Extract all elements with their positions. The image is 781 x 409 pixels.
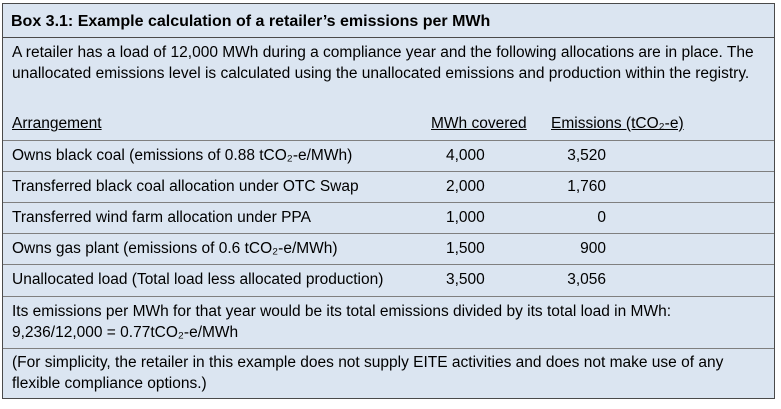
row-divider [3, 171, 774, 172]
cell-arrangement: Transferred black coal allocation under … [12, 178, 359, 195]
cell-mwh: 1,500 [446, 240, 485, 257]
cell-mwh: 4,000 [446, 147, 485, 164]
conclusion-line-1: Its emissions per MWh for that year woul… [12, 303, 672, 320]
row-divider [3, 296, 774, 297]
conclusion-line-2: 9,236/12,000 = 0.77tCO₂-e/MWh [12, 324, 239, 341]
cell-emissions: 900 [580, 240, 606, 257]
cell-mwh: 3,500 [446, 271, 485, 288]
conclusion-paragraph: Its emissions per MWh for that year woul… [12, 301, 756, 343]
cell-mwh: 2,000 [446, 178, 485, 195]
table-row: Owns gas plant (emissions of 0.6 tCO₂-e/… [3, 240, 774, 264]
info-box: Box 3.1: Example calculation of a retail… [2, 3, 775, 399]
note-paragraph: (For simplicity, the retailer in this ex… [12, 354, 724, 392]
cell-arrangement: Owns black coal (emissions of 0.88 tCO₂-… [12, 147, 353, 164]
header-emissions: Emissions (tCO₂-e) [551, 115, 684, 132]
cell-mwh: 1,000 [446, 209, 485, 226]
table-row: Owns black coal (emissions of 0.88 tCO₂-… [3, 147, 774, 171]
table-row: Transferred black coal allocation under … [3, 178, 774, 202]
row-divider [3, 264, 774, 265]
cell-arrangement: Transferred wind farm allocation under P… [12, 209, 311, 226]
intro-paragraph: A retailer has a load of 12,000 MWh duri… [12, 44, 754, 82]
cell-emissions: 1,760 [567, 178, 606, 195]
cell-arrangement: Owns gas plant (emissions of 0.6 tCO₂-e/… [12, 240, 338, 257]
row-divider [3, 233, 774, 234]
row-divider [3, 140, 774, 141]
table-row: Transferred wind farm allocation under P… [3, 209, 774, 233]
cell-arrangement: Unallocated load (Total load less alloca… [12, 271, 384, 288]
header-mwh: MWh covered [431, 115, 527, 132]
table-row: Unallocated load (Total load less alloca… [3, 271, 774, 295]
row-divider [3, 202, 774, 203]
header-arrangement: Arrangement [12, 115, 102, 132]
cell-emissions: 3,520 [567, 147, 606, 164]
box-title: Box 3.1: Example calculation of a retail… [11, 13, 491, 30]
title-divider [3, 37, 774, 38]
cell-emissions: 0 [597, 209, 606, 226]
cell-emissions: 3,056 [567, 271, 606, 288]
row-divider [3, 348, 774, 349]
